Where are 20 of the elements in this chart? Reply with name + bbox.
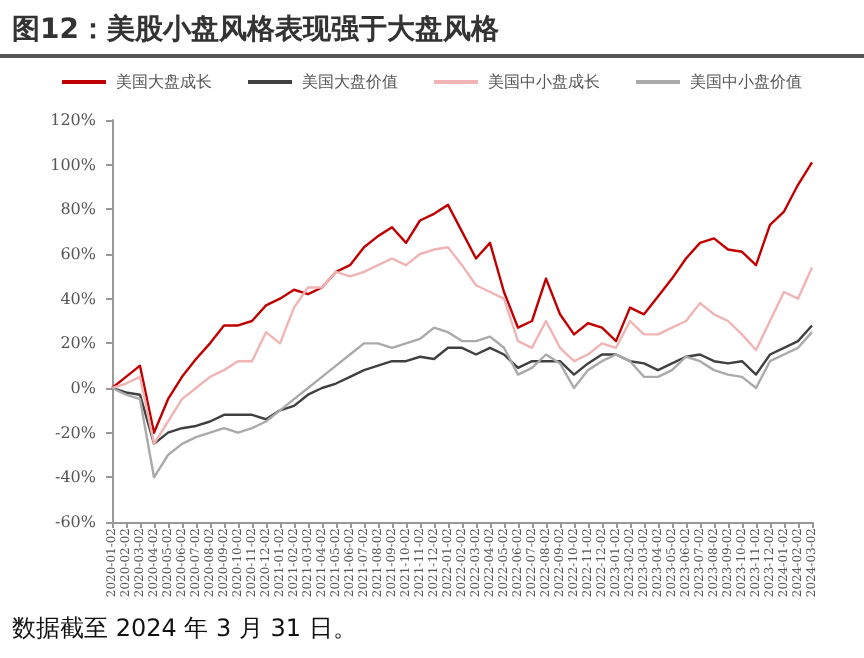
y-tick-label: 100% [50,155,97,174]
line-series [110,326,814,479]
line-series [110,161,814,434]
y-tick-label: 0% [70,379,97,397]
text: 数据截至 2024 年 3 月 31 日。 [12,612,357,646]
legend-label: 美国中小盘成长 [488,73,600,91]
legend-label: 美国大盘价值 [302,73,398,91]
line-series [110,246,814,446]
y-tick-label: 60% [60,245,97,263]
y-tick-label: 40% [60,289,97,308]
chart-title: 图12：美股小盘风格表现强于大盘风格 [12,12,499,48]
y-tick-label: 80% [60,200,97,219]
y-tick-label: -20% [55,423,97,442]
y-tick-label: -40% [55,468,97,487]
y-tick-label: -60% [55,513,97,531]
legend-label: 美国中小盘价值 [690,73,802,91]
y-tick-label: 20% [60,334,97,353]
line-series [110,324,814,446]
legend-label: 美国大盘成长 [116,73,212,91]
y-tick-label: 120% [50,111,97,129]
